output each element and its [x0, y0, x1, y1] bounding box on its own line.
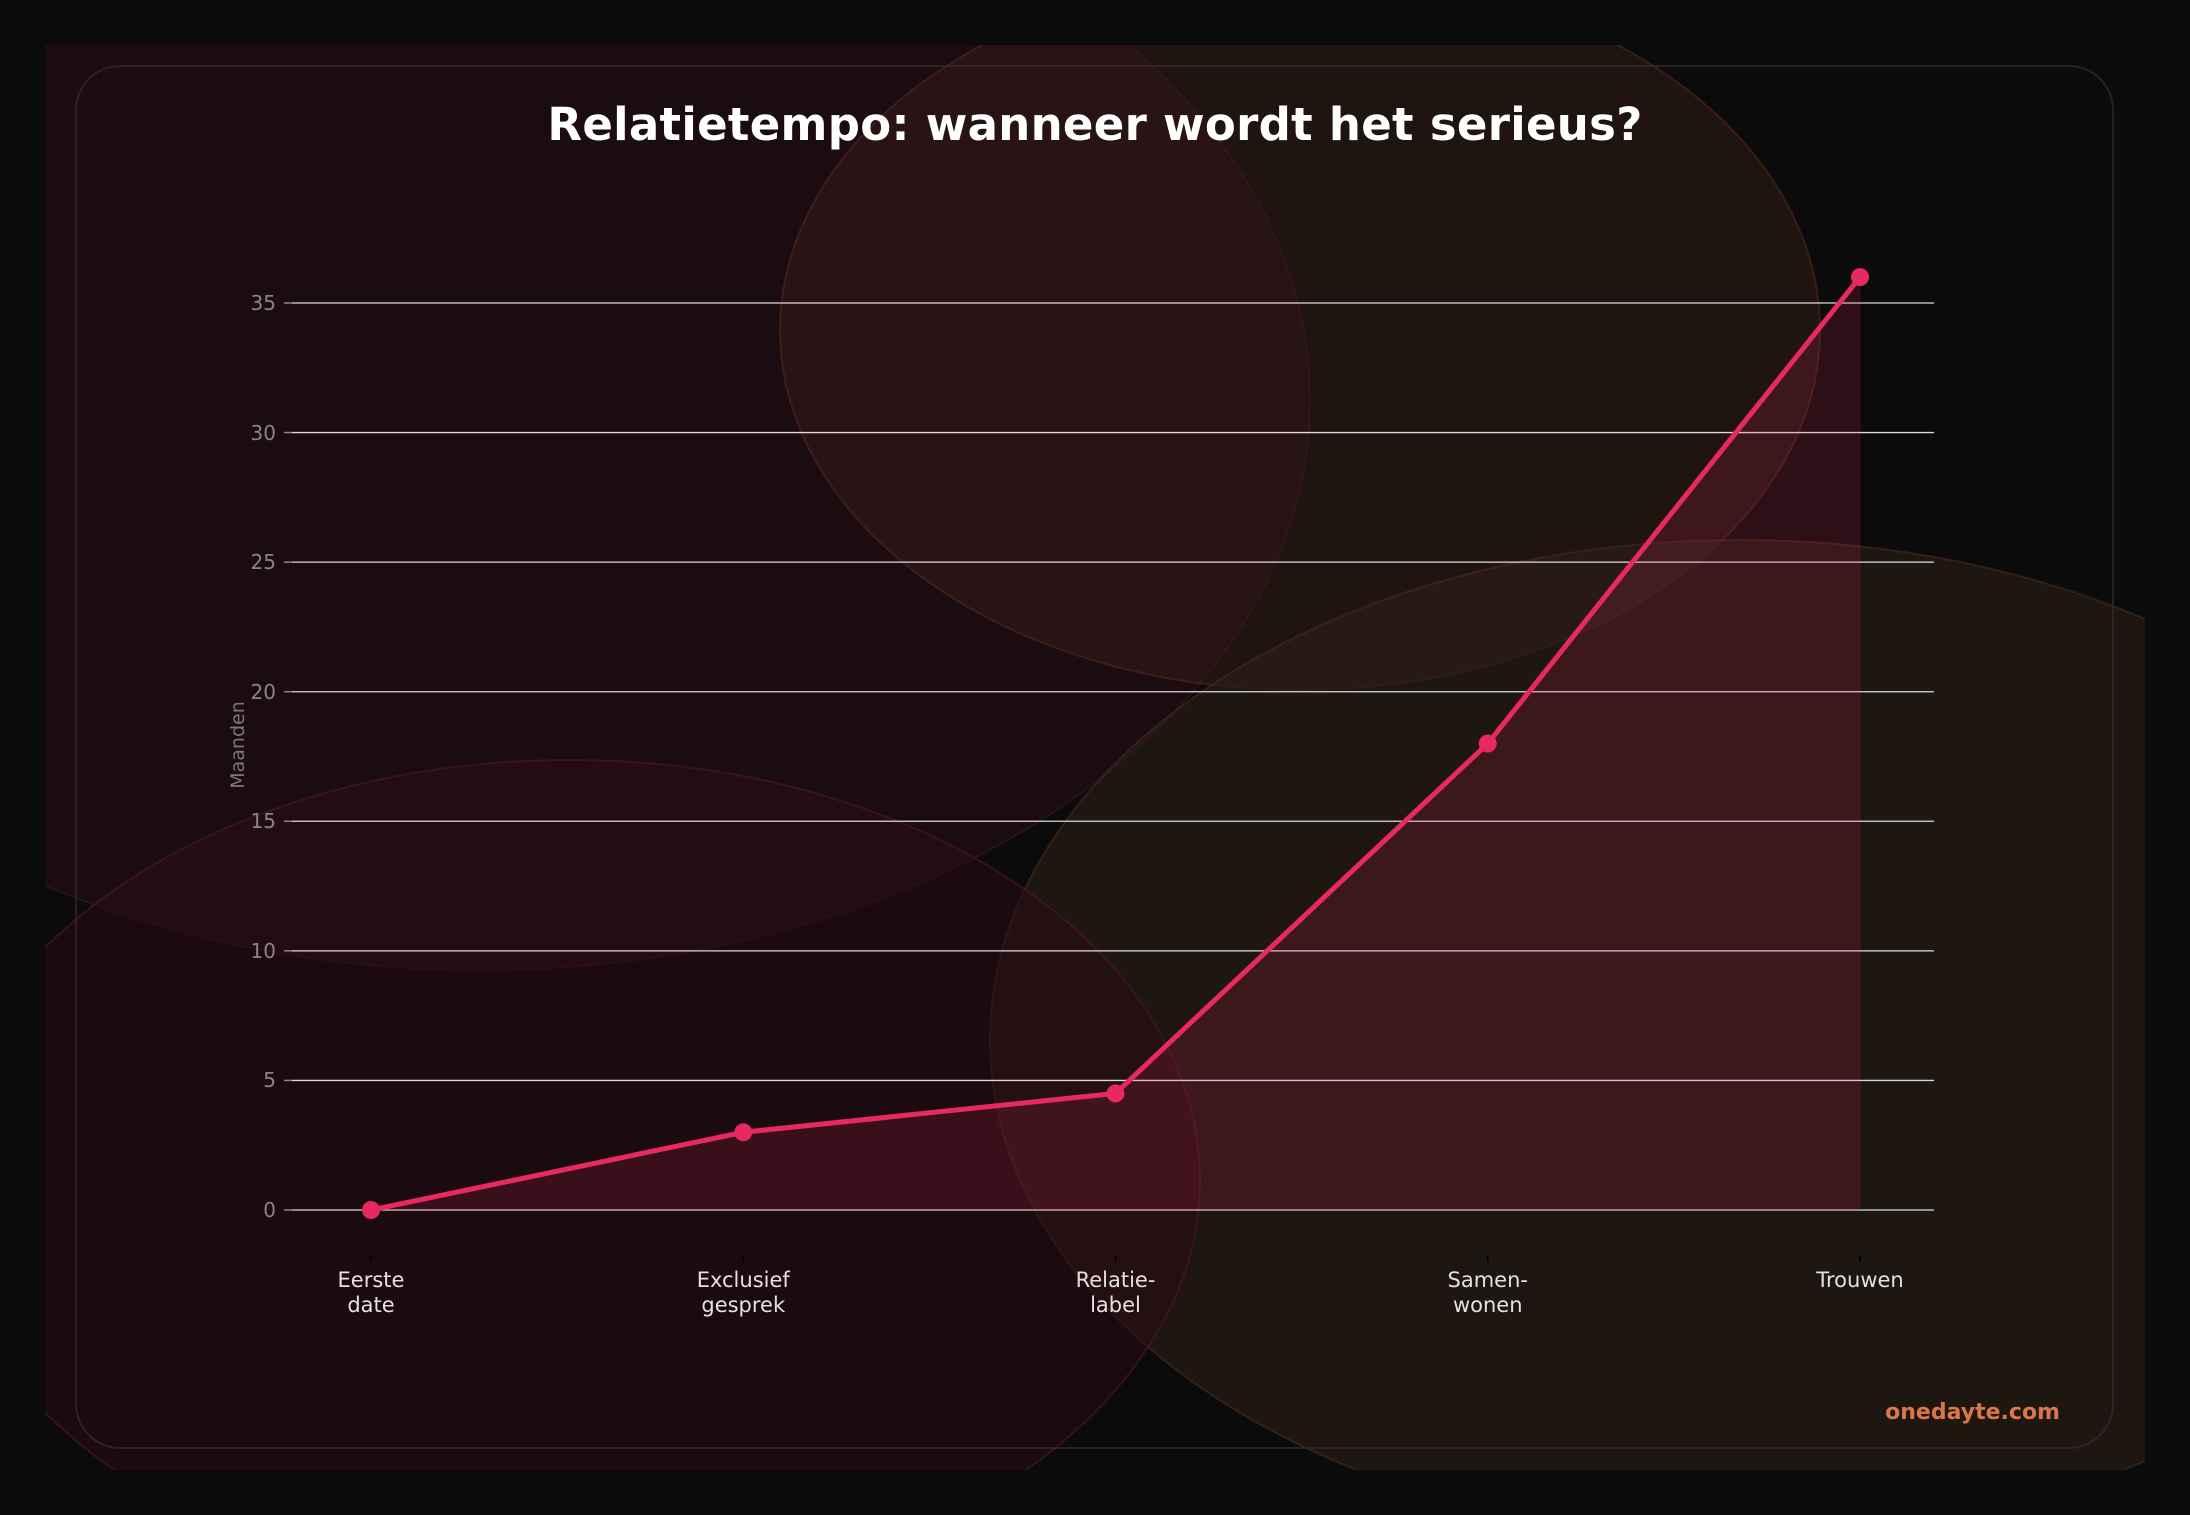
card-frame [75, 65, 2114, 1449]
y-axis-label: Maanden [227, 701, 249, 789]
x-tick-label: Exclusief gesprek [696, 1268, 790, 1317]
series-line [362, 268, 1869, 1219]
y-tick-label: 5 [263, 1068, 276, 1093]
x-tick-label: Eerste date [337, 1268, 405, 1317]
y-tick-label: 30 [250, 420, 276, 445]
x-tick-label: Relatie- label [1075, 1268, 1156, 1317]
y-gridlines [284, 302, 1934, 1211]
y-tick-label: 25 [250, 550, 276, 575]
y-tick-label: 10 [250, 938, 276, 963]
chart-title: Relatietempo: wanneer wordt het serieus? [547, 98, 1643, 151]
brand-watermark: onedayte.com [1885, 1400, 2060, 1425]
y-tick-label: 20 [250, 679, 276, 704]
data-point-marker [1478, 734, 1497, 753]
data-point-marker [1106, 1084, 1125, 1103]
x-tick-label: Trouwen [1816, 1268, 1904, 1292]
data-point-marker [362, 1201, 380, 1219]
x-tick-label: Samen- wonen [1447, 1268, 1528, 1317]
y-tick-label: 0 [263, 1198, 276, 1222]
y-tick-label: 35 [250, 291, 276, 315]
data-point-marker [734, 1123, 753, 1142]
x-tick-marks [370, 1256, 1861, 1262]
y-tick-label: 15 [250, 809, 276, 834]
data-point-marker [1851, 268, 1869, 287]
